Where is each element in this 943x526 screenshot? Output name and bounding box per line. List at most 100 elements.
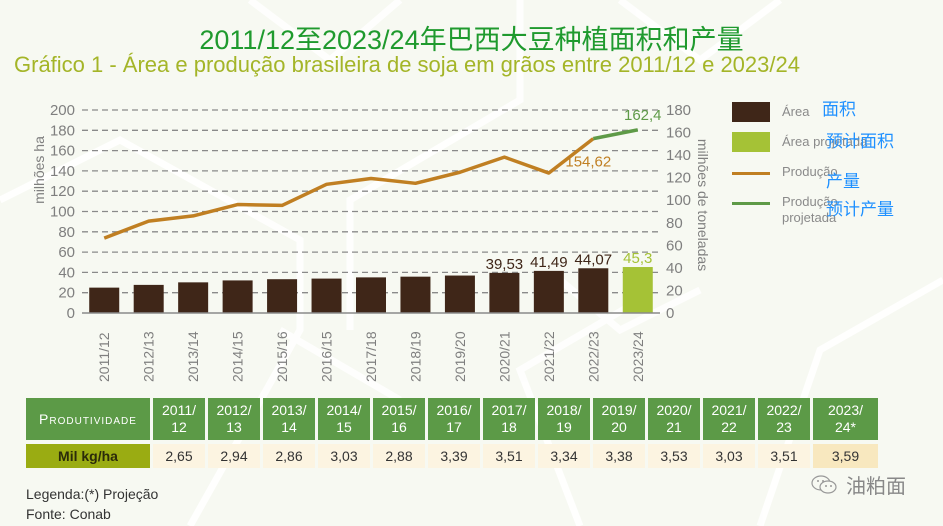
header-year-top: 2019/ <box>601 402 637 418</box>
header-year-top: 2012/ <box>216 402 252 418</box>
header-year: 2012/13 <box>216 402 251 436</box>
header-year-bottom: 19 <box>556 419 572 435</box>
productivity-value-cell: 2,65 <box>153 444 205 468</box>
x-tick-label: 2014/15 <box>230 331 246 382</box>
header-year: 2013/14 <box>271 402 306 436</box>
y-right-tick-label: 100 <box>666 192 691 209</box>
legend-label-area: Área <box>782 104 810 119</box>
productivity-header-cell: 2022/23 <box>758 398 810 440</box>
productivity-header-row: Produtividade 2011/12 2012/13 2013/14 2014/… <box>26 398 881 440</box>
x-tick-label: 2021/22 <box>541 331 557 382</box>
wechat-icon <box>811 474 837 494</box>
watermark: 油粕面 <box>810 470 906 499</box>
header-year-top: 2021/ <box>711 402 747 418</box>
header-year-top: 2023/ <box>827 402 864 418</box>
bar-data-label: 41,49 <box>530 254 568 271</box>
y-right-tick-label: 80 <box>666 215 683 232</box>
legend-item-area: Área 面积 <box>732 100 932 124</box>
legend-swatch-production-projected <box>732 202 770 205</box>
y-right-tick-label: 120 <box>666 170 691 187</box>
y-left-axis-label: milhões ha <box>31 136 47 204</box>
y-left-tick-label: 140 <box>50 163 75 180</box>
header-year-top: 2016/ <box>436 402 472 418</box>
header-year: 2022/23 <box>766 402 801 436</box>
header-year-top: 2017/ <box>491 402 527 418</box>
footer-legend-note: Legenda:(*) Projeção <box>26 486 159 502</box>
bar-data-label: 39,53 <box>486 256 524 273</box>
productivity-value-cell: 3,51 <box>758 444 810 468</box>
productivity-value-cell: 2,88 <box>373 444 425 468</box>
header-year: 2019/20 <box>601 402 636 436</box>
y-right-tick-label: 60 <box>666 237 683 254</box>
header-year-bottom: 14 <box>281 419 297 435</box>
header-year-top: 2015/ <box>381 402 417 418</box>
productivity-header-label: Produtividade <box>26 398 150 440</box>
productivity-value-cell: 3,03 <box>703 444 755 468</box>
header-year-bottom: 18 <box>501 419 517 435</box>
y-right-tick-label: 40 <box>666 260 683 277</box>
productivity-value-cell: 3,39 <box>428 444 480 468</box>
productivity-header-cell: 2012/13 <box>208 398 260 440</box>
productivity-value-row: Mil kg/ha 2,65 2,94 2,86 3,03 2,88 3,39 3,51 3,… <box>26 444 881 468</box>
bar-data-label: 44,07 <box>575 251 613 268</box>
productivity-header-cell: 2015/16 <box>373 398 425 440</box>
y-right-tick-label: 160 <box>666 125 691 142</box>
header-year-bottom: 15 <box>336 419 352 435</box>
productivity-value-cell: 2,86 <box>263 444 315 468</box>
x-tick-label: 2018/19 <box>407 331 423 382</box>
header-year: 2016/17 <box>436 402 471 436</box>
line-produ-o-projetada <box>592 128 639 141</box>
bar--rea <box>267 279 298 313</box>
line-produ-o <box>103 137 595 240</box>
bar--rea <box>400 276 431 313</box>
productivity-header-cell: 2014/15 <box>318 398 370 440</box>
y-left-tick-label: 20 <box>58 285 75 302</box>
x-tick-label: 2011/12 <box>96 332 112 382</box>
y-right-tick-label: 20 <box>666 282 683 299</box>
legend-item-production: Produção 产量 <box>732 160 932 191</box>
header-year: 2011/12 <box>162 402 196 436</box>
productivity-header-cell: 2018/19 <box>538 398 590 440</box>
y-left-tick-label: 60 <box>58 244 75 261</box>
header-year-top: 2011/ <box>162 402 196 418</box>
x-tick-label: 2019/20 <box>452 331 468 382</box>
bar--rea <box>533 270 564 313</box>
y-right-tick-label: 140 <box>666 147 691 164</box>
header-year-bottom: 22 <box>721 419 737 435</box>
header-year: 2014/15 <box>326 402 361 436</box>
legend-label-production-projected-cn: 预计产量 <box>826 200 894 219</box>
productivity-value-cell: 3,03 <box>318 444 370 468</box>
productivity-value-cell: 3,53 <box>648 444 700 468</box>
y-right-axis-label: milhões de toneladas <box>695 139 711 271</box>
x-tick-label: 2015/16 <box>274 331 290 382</box>
bar--rea <box>222 280 253 313</box>
productivity-value-cell: 3,38 <box>593 444 645 468</box>
watermark-text: 油粕面 <box>846 476 906 498</box>
header-year: 2021/22 <box>711 402 746 436</box>
bar-data-label: 45,3 <box>623 250 652 267</box>
legend-label-production-cn: 产量 <box>826 172 860 191</box>
bar--rea <box>578 268 609 313</box>
header-year: 2017/18 <box>491 402 526 436</box>
bar--rea <box>489 272 520 313</box>
x-tick-label: 2022/23 <box>585 331 601 382</box>
bar--rea <box>444 275 475 313</box>
header-year-bottom: 20 <box>611 419 627 435</box>
bar--rea-projetada <box>622 267 653 313</box>
header-year-bottom: 17 <box>446 419 462 435</box>
x-tick-label: 2012/13 <box>141 331 157 382</box>
productivity-header-cell: 2013/14 <box>263 398 315 440</box>
line-data-label: 154,62 <box>565 154 611 171</box>
line-data-label: 162,4 <box>624 107 662 124</box>
productivity-unit-label: Mil kg/ha <box>26 444 150 468</box>
x-tick-label: 2023/24 <box>630 331 646 382</box>
x-tick-label: 2017/18 <box>363 331 379 382</box>
productivity-header-cell: 2023/24* <box>813 398 878 440</box>
productivity-header-cell: 2019/20 <box>593 398 645 440</box>
productivity-header-cell: 2011/12 <box>153 398 205 440</box>
legend-swatch-area <box>732 102 770 122</box>
y-left-tick-label: 200 <box>50 102 75 119</box>
chart-title-chinese: 2011/12至2023/24年巴西大豆种植面积和产量 <box>199 25 744 55</box>
x-tick-label: 2016/15 <box>319 331 335 382</box>
